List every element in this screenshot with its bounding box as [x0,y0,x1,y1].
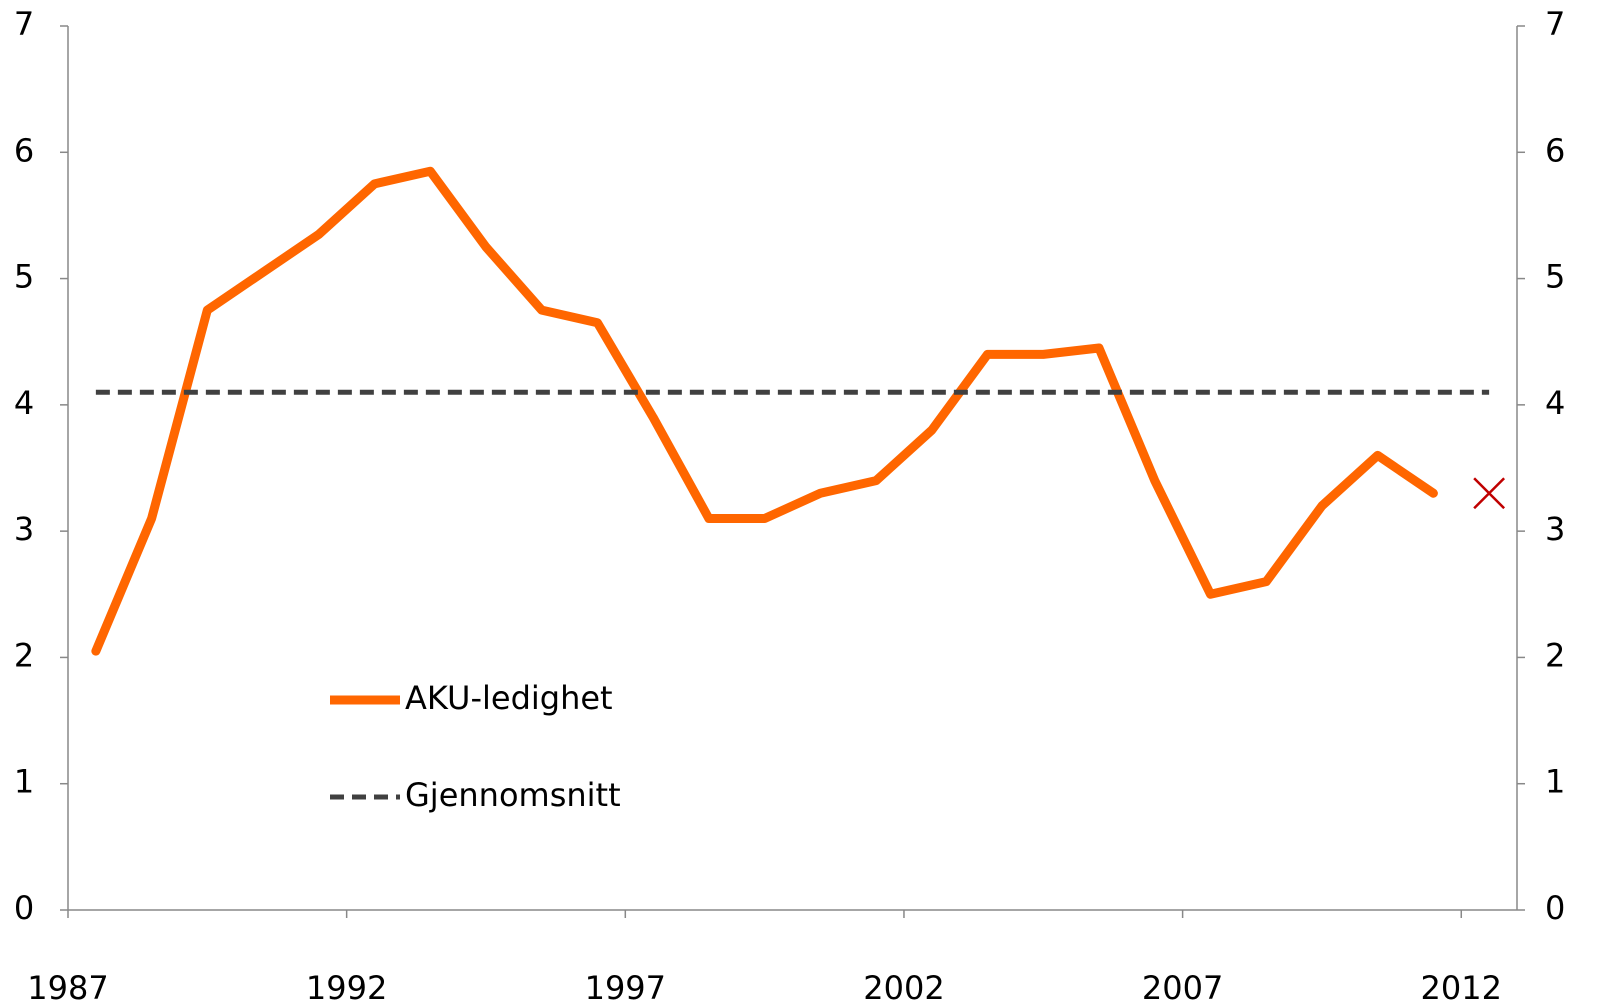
series-line [91,166,1438,656]
x-tick-label: 2012 [1421,969,1502,1003]
y2-tick-label: 2 [1545,636,1565,674]
y-tick-label: 1 [14,763,34,801]
y-tick-label: 3 [14,510,34,548]
y2-tick-label: 5 [1545,258,1565,296]
y2-tick-label: 7 [1545,5,1565,43]
y2-tick-label: 3 [1545,510,1565,548]
y-tick-label: 2 [14,636,34,674]
y-tick-label: 0 [14,889,34,927]
marker [1473,477,1506,510]
x-tick-label: 1997 [585,969,666,1003]
legend-label: Gjennomsnitt [405,776,621,814]
y-tick-label: 7 [14,5,34,43]
x-tick-label: 1992 [306,969,387,1003]
y-tick-label: 6 [14,131,34,169]
x-tick-label: 1987 [27,969,108,1003]
y-tick-label: 5 [14,258,34,296]
y2-tick-label: 4 [1545,384,1565,422]
x-tick-label: 2007 [1142,969,1223,1003]
x-tick-label: 2002 [863,969,944,1003]
y2-tick-label: 1 [1545,763,1565,801]
legend-label: AKU-ledighet [405,679,613,717]
y2-tick-label: 0 [1545,889,1565,927]
y2-tick-label: 6 [1545,131,1565,169]
y-tick-label: 4 [14,384,34,422]
